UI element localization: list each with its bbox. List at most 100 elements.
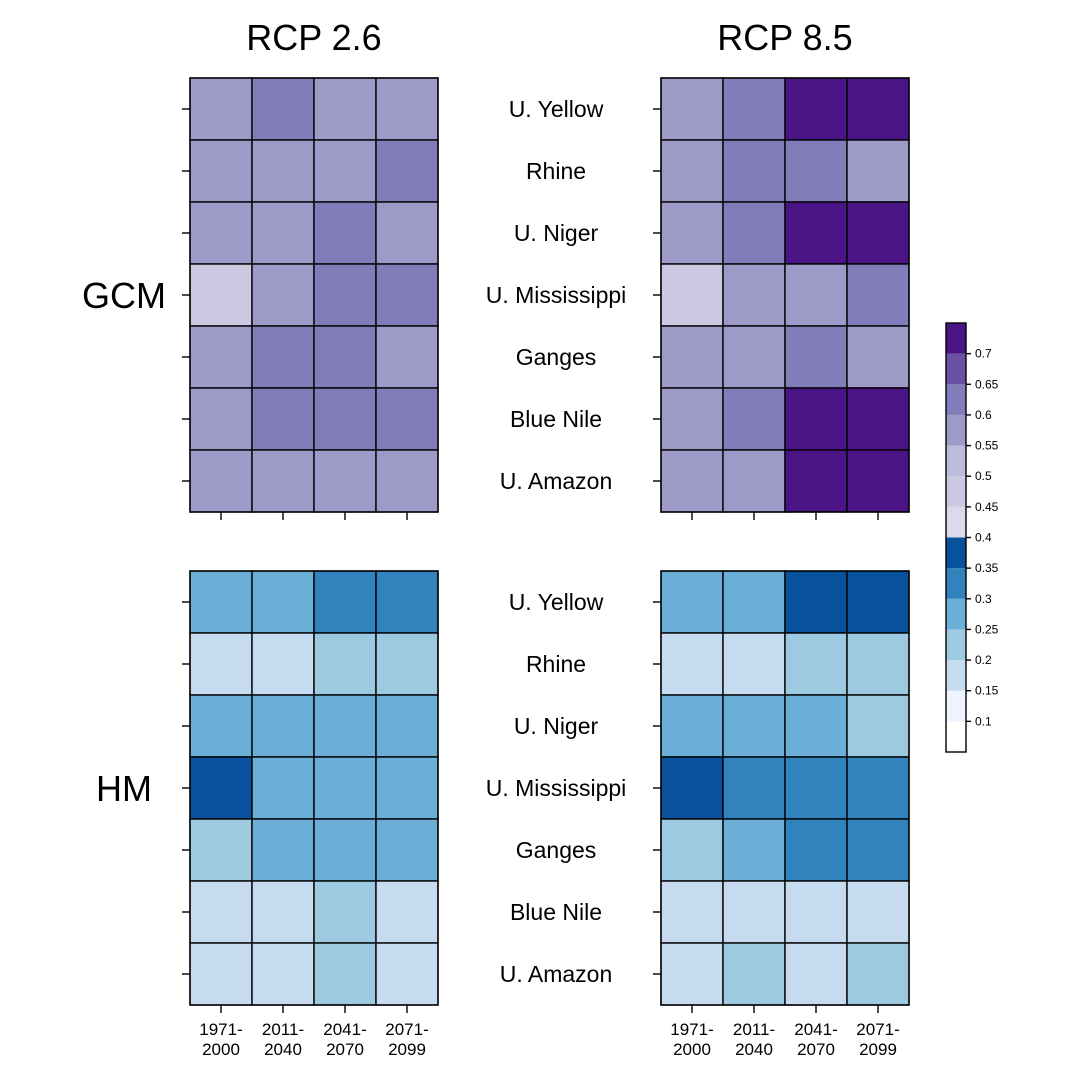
- panel-gcm-rcp85: [653, 77, 910, 520]
- basin-label: U. Niger: [514, 220, 599, 246]
- column-title-rcp26: RCP 2.6: [246, 17, 381, 58]
- heatmap-cell: [660, 77, 724, 141]
- heatmap-cell: [313, 77, 377, 141]
- heatmap-cell: [846, 570, 910, 634]
- heatmap-cell: [846, 942, 910, 1006]
- heatmap-cell: [784, 570, 848, 634]
- heatmap-cell: [722, 632, 786, 696]
- legend-tick-label: 0.45: [975, 500, 999, 514]
- heatmap-cell: [722, 449, 786, 513]
- heatmap-cell: [722, 387, 786, 451]
- heatmap-cell: [189, 77, 253, 141]
- heatmap-cell: [189, 818, 253, 882]
- legend-swatch: [946, 537, 966, 569]
- basin-label: Ganges: [516, 344, 597, 370]
- legend-swatch: [946, 323, 966, 354]
- heatmap-cell: [660, 263, 724, 327]
- heatmap-cell: [375, 77, 439, 141]
- heatmap-cell: [251, 139, 315, 203]
- heatmap-cell: [722, 139, 786, 203]
- heatmap-cell: [660, 387, 724, 451]
- heatmap-cell: [660, 139, 724, 203]
- basin-label: U. Yellow: [509, 96, 604, 122]
- row-title-hm: HM: [96, 768, 152, 809]
- heatmap-cell: [722, 942, 786, 1006]
- period-label-end: 2000: [673, 1040, 711, 1059]
- heatmap-cell: [784, 694, 848, 758]
- heatmap-cell: [722, 325, 786, 389]
- period-label-start: 1971-: [670, 1020, 713, 1039]
- heatmap-cell: [375, 756, 439, 820]
- legend-swatch: [946, 629, 966, 661]
- period-label-start: 2071-: [856, 1020, 899, 1039]
- heatmap-cell: [189, 694, 253, 758]
- period-label-start: 2011-: [733, 1020, 775, 1039]
- legend-tick-label: 0.15: [975, 684, 999, 698]
- basin-label: Blue Nile: [510, 899, 602, 925]
- legend-tick-label: 0.2: [975, 653, 992, 667]
- heatmap-cell: [846, 449, 910, 513]
- basin-label: Rhine: [526, 651, 586, 677]
- color-legend: 0.1 0.15 0.2 0.25 0.3 0.35 0.4 0.45 0.5 0.55 0.6 0.…: [945, 322, 999, 753]
- legend-swatch: [946, 598, 966, 630]
- heatmap-cell: [313, 139, 377, 203]
- heatmap-cell: [251, 201, 315, 265]
- heatmap-cell: [313, 325, 377, 389]
- legend-tick-label: 0.1: [975, 714, 992, 728]
- basin-label: U. Niger: [514, 713, 599, 739]
- heatmap-cell: [660, 694, 724, 758]
- heatmap-cell: [251, 694, 315, 758]
- heatmap-cell: [846, 818, 910, 882]
- heatmap-cell: [784, 818, 848, 882]
- heatmap-cell: [846, 77, 910, 141]
- legend-swatch: [946, 660, 966, 691]
- heatmap-cell: [846, 325, 910, 389]
- legend-swatch: [946, 506, 966, 538]
- heatmap-cell: [375, 263, 439, 327]
- legend-tick-label: 0.65: [975, 377, 999, 391]
- basin-label: Blue Nile: [510, 406, 602, 432]
- heatmap-cell: [313, 756, 377, 820]
- period-label-end: 2040: [735, 1040, 773, 1059]
- heatmap-cell: [722, 263, 786, 327]
- heatmap-cell: [313, 694, 377, 758]
- heatmap-cell: [660, 325, 724, 389]
- legend-tick-label: 0.25: [975, 622, 999, 636]
- heatmap-cell: [313, 449, 377, 513]
- heatmap-cell: [784, 387, 848, 451]
- heatmap-cell: [660, 570, 724, 634]
- legend-tick-label: 0.3: [975, 592, 992, 606]
- heatmap-cell: [313, 942, 377, 1006]
- basin-label: Ganges: [516, 837, 597, 863]
- heatmap-cell: [846, 756, 910, 820]
- legend-swatch: [946, 690, 966, 722]
- heatmap-cell: [784, 756, 848, 820]
- panel-hm-rcp85: [653, 570, 910, 1013]
- heatmap-cell: [784, 880, 848, 944]
- heatmap-cell: [846, 387, 910, 451]
- heatmap-cell: [375, 387, 439, 451]
- heatmap-cell: [313, 880, 377, 944]
- heatmap-cell: [251, 942, 315, 1006]
- legend-swatch: [946, 721, 966, 752]
- heatmap-cell: [660, 942, 724, 1006]
- heatmap-cell: [846, 139, 910, 203]
- heatmap-cell: [251, 756, 315, 820]
- heatmap-cell: [784, 325, 848, 389]
- heatmap-cell: [189, 449, 253, 513]
- period-label-end: 2070: [797, 1040, 835, 1059]
- legend-swatch: [946, 353, 966, 385]
- period-label-end: 2099: [859, 1040, 897, 1059]
- legend-tick-label: 0.35: [975, 561, 999, 575]
- heatmap-cell: [846, 201, 910, 265]
- heatmap-cell: [846, 694, 910, 758]
- heatmap-cell: [660, 201, 724, 265]
- panel-frame: [189, 77, 439, 513]
- basin-label: Rhine: [526, 158, 586, 184]
- heatmap-cell: [784, 632, 848, 696]
- heatmap-cell: [375, 325, 439, 389]
- period-label-start: 2011-: [262, 1020, 304, 1039]
- panel-frame: [660, 570, 910, 1006]
- heatmap-cell: [313, 632, 377, 696]
